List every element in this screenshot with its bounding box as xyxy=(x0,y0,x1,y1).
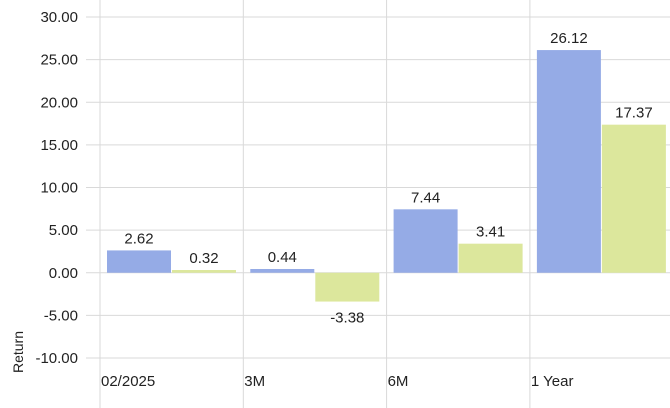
x-axis-ticks: 02/2025 3M 6M 1 Year xyxy=(101,373,573,390)
data-label: 7.44 xyxy=(411,189,440,206)
data-labels: 2.62 0.44 7.44 26.12 0.32 -3.38 3.41 17.37 xyxy=(124,30,652,326)
y-tick-label: 20.00 xyxy=(40,94,78,111)
data-label: 17.37 xyxy=(615,105,653,122)
y-tick-label: 0.00 xyxy=(49,265,78,282)
y-tick-label: 25.00 xyxy=(40,52,78,69)
y-tick-label: 30.00 xyxy=(40,9,78,26)
y-axis-ticks: 30.00 25.00 20.00 15.00 10.00 5.00 0.00 -5.00 -1… xyxy=(35,9,78,367)
y-tick-label: 5.00 xyxy=(49,222,78,239)
y-tick-label: -5.00 xyxy=(44,307,78,324)
x-tick-label: 3M xyxy=(244,373,265,390)
bar xyxy=(172,270,236,273)
bar xyxy=(107,250,171,273)
bar xyxy=(458,243,523,273)
data-label: 0.44 xyxy=(268,249,297,266)
data-label: -3.38 xyxy=(330,310,364,327)
y-tick-label: 10.00 xyxy=(40,180,78,197)
bars xyxy=(107,50,666,302)
y-tick-label: -10.00 xyxy=(35,350,78,367)
bar xyxy=(393,209,458,273)
x-tick-label: 1 Year xyxy=(531,373,574,390)
x-tick-label: 02/2025 xyxy=(101,373,155,390)
data-label: 0.32 xyxy=(189,250,218,267)
bar xyxy=(250,268,315,273)
bar xyxy=(536,50,601,273)
data-label: 2.62 xyxy=(124,230,153,247)
data-label: 3.41 xyxy=(476,224,505,241)
bar xyxy=(315,272,380,302)
data-label: 26.12 xyxy=(550,30,588,47)
grid-lines xyxy=(86,0,670,408)
y-axis-label: Return xyxy=(10,331,26,373)
y-tick-label: 15.00 xyxy=(40,137,78,154)
bar xyxy=(601,124,666,273)
x-tick-label: 6M xyxy=(388,373,409,390)
